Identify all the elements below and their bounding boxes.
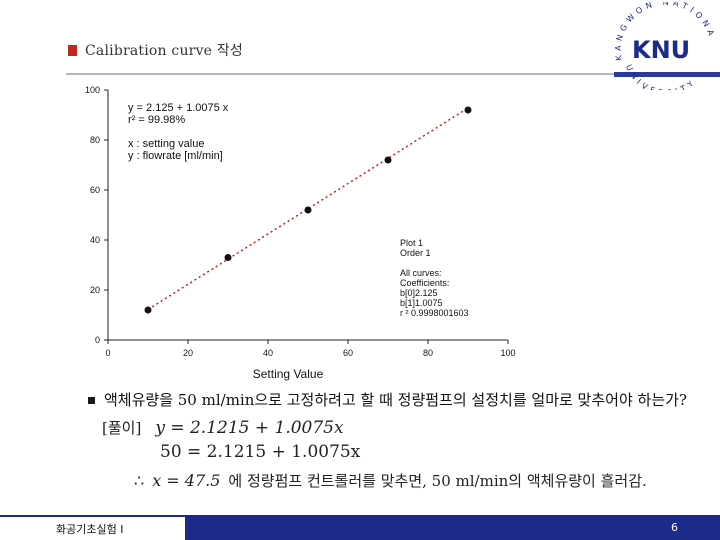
data-point — [384, 156, 392, 164]
x-tick-label: 40 — [263, 348, 273, 358]
slide-title: Calibration curve 작성 — [85, 43, 243, 59]
title-underline-accent — [614, 72, 720, 77]
y-tick-label: 20 — [90, 285, 100, 295]
y-tick-label: 100 — [85, 85, 100, 95]
data-point — [144, 306, 152, 314]
y-tick-label: 0 — [95, 335, 100, 345]
title-bullet-square — [68, 44, 77, 56]
question-bullet — [88, 397, 95, 404]
annotation-top-line: r² = 99.98% — [128, 114, 185, 126]
footer-course-name: 화공기초실험 I — [0, 515, 185, 540]
footer-bar: 화공기초실험 I 6 — [0, 515, 720, 540]
annotation-right-line: All curves: — [400, 268, 442, 278]
solution-conclusion: ∴ x = 47.5 에 정량펌프 컨트롤러를 맞추면, 50 ml/min의 … — [134, 470, 698, 491]
annotation-top-line: y = 2.125 + 1.0075 x — [128, 102, 229, 114]
data-point — [224, 254, 232, 261]
fit-line — [147, 107, 469, 311]
title-underline — [66, 73, 614, 75]
annotation-right-line: Order 1 — [400, 248, 431, 258]
page-number: 6 — [671, 521, 678, 534]
x-tick-label: 60 — [343, 348, 353, 358]
calibration-chart-svg: 0 20 40 60 80 100 0 20 40 60 80 100 Setting Value y =… — [85, 85, 516, 381]
conclusion-text: 에 정량펌프 컨트롤러를 맞추면, 50 ml/min의 액체유량이 흘러감. — [228, 472, 647, 490]
annotation-right-line: b[1]1.0075 — [400, 298, 443, 308]
x-tick-label: 0 — [105, 348, 110, 358]
solution-label: [풀이] — [102, 419, 142, 437]
annotation-right-line: b[0]2.125 — [400, 288, 438, 298]
annotation-top-line: x : setting value — [128, 138, 204, 150]
y-tick-label: 60 — [90, 185, 100, 195]
solution-equation-2: 50 = 2.1215 + 1.0075x — [160, 442, 361, 462]
calibration-chart: 0 20 40 60 80 100 0 20 40 60 80 100 Setting Value y =… — [60, 78, 530, 383]
data-point — [464, 106, 472, 114]
slide-title-bar: Calibration curve 작성 — [68, 40, 243, 60]
y-tick-label: 80 — [90, 135, 100, 145]
logo-mark: KNU — [632, 36, 690, 64]
footer-page-area: 6 — [185, 515, 720, 540]
annotation-right-line: Plot 1 — [400, 238, 423, 248]
svg-text:UNIVERSITY: UNIVERSITY — [624, 63, 698, 90]
x-tick-label: 20 — [183, 348, 193, 358]
annotation-right-line: Coefficients: — [400, 278, 449, 288]
solution-equation-1: y = 2.1215 + 1.0075x — [155, 418, 344, 438]
annotation-top-line: y : flowrate [ml/min] — [128, 150, 223, 162]
data-point — [304, 206, 312, 214]
x-axis-label: Setting Value — [253, 367, 324, 381]
y-tick-label: 40 — [90, 235, 100, 245]
question-text: 액체유량을 50 ml/min으로 고정하려고 할 때 정량펌프의 설정치를 얼… — [104, 391, 687, 409]
question-block: 액체유량을 50 ml/min으로 고정하려고 할 때 정량펌프의 설정치를 얼… — [88, 390, 698, 491]
logo-ring-text-bottom: UNIVERSITY — [624, 63, 694, 90]
conclusion-math: x = 47.5 — [152, 471, 221, 490]
therefore-symbol: ∴ — [134, 471, 145, 490]
solution-row: [풀이] y = 2.1215 + 1.0075x — [102, 417, 698, 438]
x-tick-label: 100 — [500, 348, 515, 358]
annotation-right-line: r ² 0.9998001603 — [400, 308, 469, 318]
knu-logo: KANGWON NATIONAL UNIVERSITY KNU — [604, 2, 713, 90]
x-tick-label: 80 — [423, 348, 433, 358]
